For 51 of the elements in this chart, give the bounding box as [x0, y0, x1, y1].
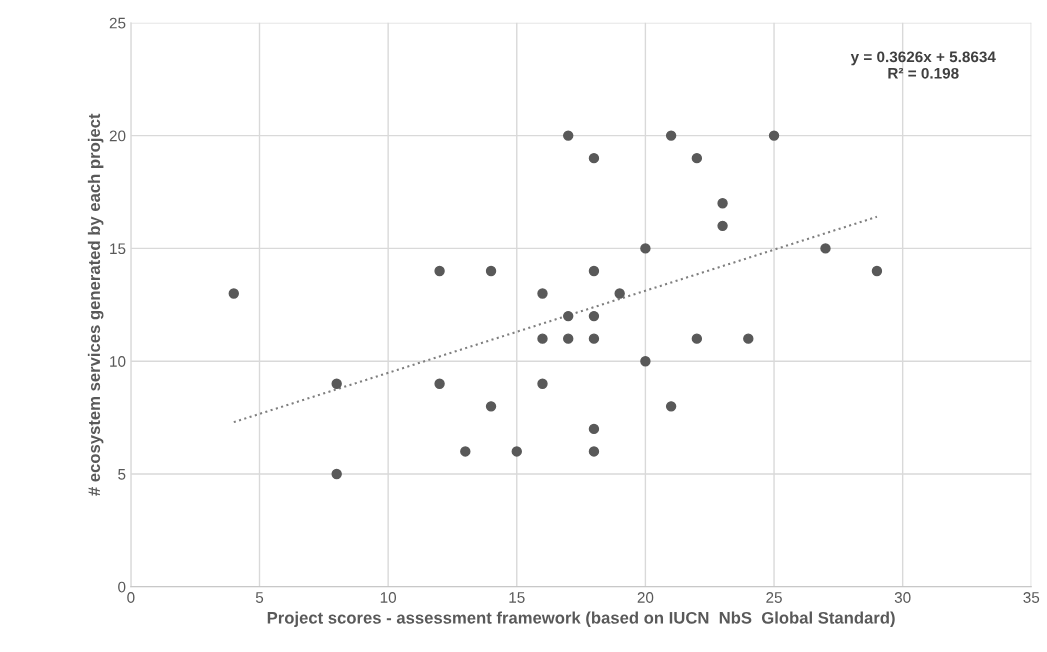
point	[665, 401, 677, 412]
point	[691, 333, 703, 344]
point	[331, 468, 342, 480]
point	[588, 265, 600, 277]
x-axis-title: Project scores - assessment framework (based on IUCN NbS Global Standard)	[267, 611, 895, 627]
point	[331, 378, 342, 389]
point	[588, 423, 600, 435]
y-tick-label: 0	[118, 581, 126, 593]
x-tick-label: 25	[766, 592, 782, 603]
x-tick-label: 35	[1023, 592, 1040, 603]
point	[537, 378, 548, 389]
point	[511, 446, 522, 457]
y-tick-label: 5	[118, 469, 126, 480]
x-tick-label: 10	[380, 592, 397, 603]
x-tick-label: 20	[637, 592, 654, 603]
point	[563, 130, 574, 141]
point	[717, 198, 728, 209]
y-tick-label: 15	[110, 243, 126, 255]
point	[640, 356, 651, 367]
point	[228, 288, 239, 299]
point	[768, 130, 780, 141]
point	[820, 243, 831, 254]
y-tick-label: 20	[109, 130, 126, 142]
point	[665, 130, 677, 141]
x-tick-label: 30	[894, 592, 911, 603]
point	[563, 310, 574, 322]
point	[640, 243, 651, 254]
point	[485, 401, 497, 412]
point	[563, 333, 574, 344]
annotation: y = 0.3626x + 5.8634 R² = 0.198	[850, 51, 996, 79]
y-axis-title: # ecosystem services generated by each project	[87, 113, 104, 496]
x-tick-label: 15	[509, 592, 525, 603]
x-tick-label: 0	[127, 592, 135, 603]
y-tick-label: 25	[109, 17, 126, 29]
point	[588, 310, 600, 322]
point	[743, 333, 754, 344]
point	[871, 265, 883, 277]
point	[434, 378, 445, 389]
point	[691, 152, 703, 164]
point	[588, 333, 600, 344]
x-tick-label: 5	[255, 592, 264, 603]
point	[588, 446, 600, 457]
point	[434, 265, 445, 277]
point	[537, 333, 548, 344]
point	[717, 220, 728, 232]
point	[485, 265, 497, 277]
point	[614, 288, 625, 299]
y-tick-label: 10	[110, 356, 126, 367]
point	[460, 446, 471, 457]
point	[588, 152, 600, 164]
point	[537, 288, 548, 299]
